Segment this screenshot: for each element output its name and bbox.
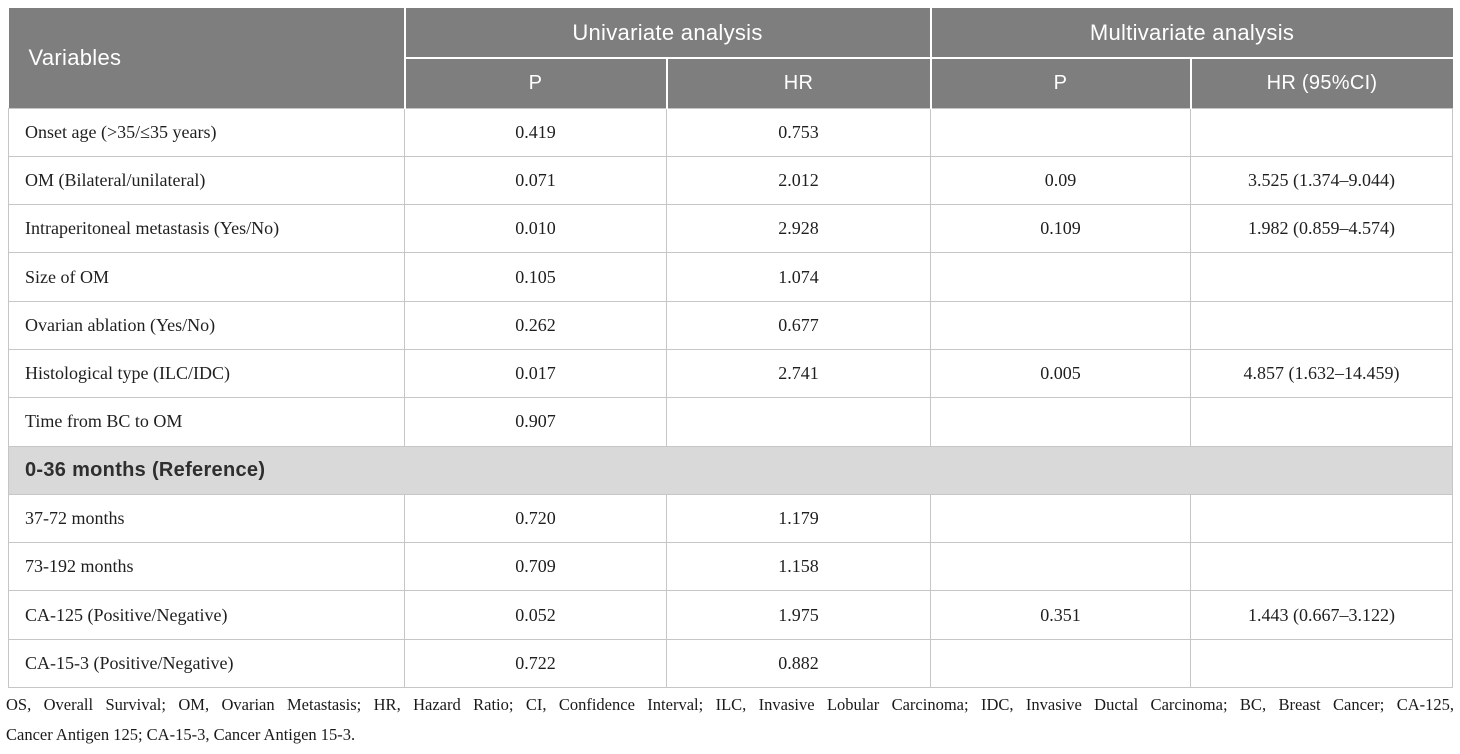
univariate-group-header: Univariate analysis: [403, 8, 931, 59]
multi-hr-cell: [1190, 300, 1453, 350]
uni-p-cell: 0.017: [404, 348, 667, 399]
footnote: OS, Overall Survival; OM, Ovarian Metast…: [6, 690, 1454, 750]
table-row: Onset age (>35/≤35 years) 0.419 0.753: [8, 107, 1453, 157]
univariate-p-header: P: [403, 58, 667, 108]
variable-cell: 73-192 months: [8, 542, 405, 592]
variables-header: Variables: [8, 8, 405, 108]
uni-p-cell: 0.722: [404, 638, 667, 689]
multivariate-p-header: P: [929, 58, 1191, 108]
uni-hr-cell: 0.677: [666, 300, 931, 350]
table-row: Intraperitoneal metastasis (Yes/No) 0.010…: [8, 204, 1453, 254]
uni-hr-cell: 0.753: [666, 107, 931, 157]
uni-p-cell: 0.105: [404, 252, 667, 302]
multi-p-cell: 0.09: [930, 155, 1191, 206]
uni-hr-cell: 1.158: [666, 542, 931, 592]
uni-p-cell: 0.010: [404, 204, 667, 254]
multi-hr-cell: 1.982 (0.859–4.574): [1190, 204, 1453, 254]
variable-cell: Time from BC to OM: [8, 397, 405, 447]
multi-p-cell: 0.005: [930, 348, 1191, 399]
multi-hr-cell: [1190, 542, 1453, 592]
table-row: CA-125 (Positive/Negative) 0.052 1.975 0.35…: [8, 590, 1453, 640]
multi-hr-cell: [1190, 638, 1453, 689]
variable-cell: Onset age (>35/≤35 years): [8, 107, 405, 157]
multi-hr-cell: 3.525 (1.374–9.044): [1190, 155, 1453, 206]
uni-hr-cell: 1.975: [666, 590, 931, 640]
multi-p-cell: [930, 542, 1191, 592]
variable-cell: Histological type (ILC/IDC): [8, 348, 405, 399]
multi-p-cell: 0.109: [930, 204, 1191, 254]
header-group-row: Variables Univariate analysis Multivaria…: [8, 8, 1453, 108]
uni-p-cell: 0.262: [404, 300, 667, 350]
table-row: 37-72 months 0.720 1.179: [8, 493, 1453, 544]
multi-hr-cell: [1190, 252, 1453, 302]
multi-hr-cell: 1.443 (0.667–3.122): [1190, 590, 1453, 640]
univariate-hr-header: HR: [665, 58, 931, 108]
uni-p-cell: 0.419: [404, 107, 667, 157]
multi-p-cell: 0.351: [930, 590, 1191, 640]
uni-hr-cell: 2.741: [666, 348, 931, 399]
footnote-line-2: Cancer Antigen 125; CA-15-3, Cancer Anti…: [6, 725, 356, 744]
variable-cell: OM (Bilateral/unilateral): [8, 155, 405, 206]
uni-hr-cell: 0.882: [666, 638, 931, 689]
uni-p-cell: 0.071: [404, 155, 667, 206]
multi-hr-cell: 4.857 (1.632–14.459): [1190, 348, 1453, 399]
variable-cell: CA-125 (Positive/Negative): [8, 590, 405, 640]
table-row: 73-192 months 0.709 1.158: [8, 542, 1453, 592]
multi-p-cell: [930, 397, 1191, 447]
table-row: Size of OM 0.105 1.074: [8, 252, 1453, 302]
multi-hr-cell: [1190, 107, 1453, 157]
table-row: Time from BC to OM 0.907: [8, 397, 1453, 447]
table-row: Histological type (ILC/IDC) 0.017 2.741 0.0…: [8, 348, 1453, 399]
variable-cell: Size of OM: [8, 252, 405, 302]
header-sub-row: P HR P HR (95%CI): [9, 58, 1453, 108]
variable-cell: CA-15-3 (Positive/Negative): [8, 638, 405, 689]
section-row: 0-36 months (Reference): [8, 445, 1453, 495]
variable-cell: 37-72 months: [8, 493, 405, 544]
multivariate-group-header: Multivariate analysis: [929, 8, 1453, 59]
variable-cell: Intraperitoneal metastasis (Yes/No): [8, 204, 405, 254]
multi-p-cell: [930, 252, 1191, 302]
multi-p-cell: [930, 300, 1191, 350]
multi-hr-cell: [1190, 397, 1453, 447]
uni-p-cell: 0.709: [404, 542, 667, 592]
multivariate-hr-ci-header: HR (95%CI): [1189, 58, 1453, 108]
uni-hr-cell: [666, 397, 931, 447]
table-row: Ovarian ablation (Yes/No) 0.262 0.677: [8, 300, 1453, 350]
table-header: Variables Univariate analysis Multivaria…: [8, 8, 1453, 108]
multi-p-cell: [930, 107, 1191, 157]
uni-p-cell: 0.052: [404, 590, 667, 640]
uni-hr-cell: 2.012: [666, 155, 931, 206]
uni-p-cell: 0.907: [404, 397, 667, 447]
multi-p-cell: [930, 493, 1191, 544]
uni-hr-cell: 1.179: [666, 493, 931, 544]
variable-cell: Ovarian ablation (Yes/No): [8, 300, 405, 350]
section-label: 0-36 months (Reference): [8, 445, 1453, 495]
footnote-line-1: OS, Overall Survival; OM, Ovarian Metast…: [6, 695, 1454, 714]
table-body: Onset age (>35/≤35 years) 0.419 0.753 OM (B…: [8, 107, 1453, 689]
multi-hr-cell: [1190, 493, 1453, 544]
uni-p-cell: 0.720: [404, 493, 667, 544]
table-row: CA-15-3 (Positive/Negative) 0.722 0.882: [8, 638, 1453, 689]
uni-hr-cell: 2.928: [666, 204, 931, 254]
multi-p-cell: [930, 638, 1191, 689]
analysis-table: Variables Univariate analysis Multivaria…: [8, 8, 1453, 689]
table-row: OM (Bilateral/unilateral) 0.071 2.012 0.09 3…: [8, 155, 1453, 206]
uni-hr-cell: 1.074: [666, 252, 931, 302]
